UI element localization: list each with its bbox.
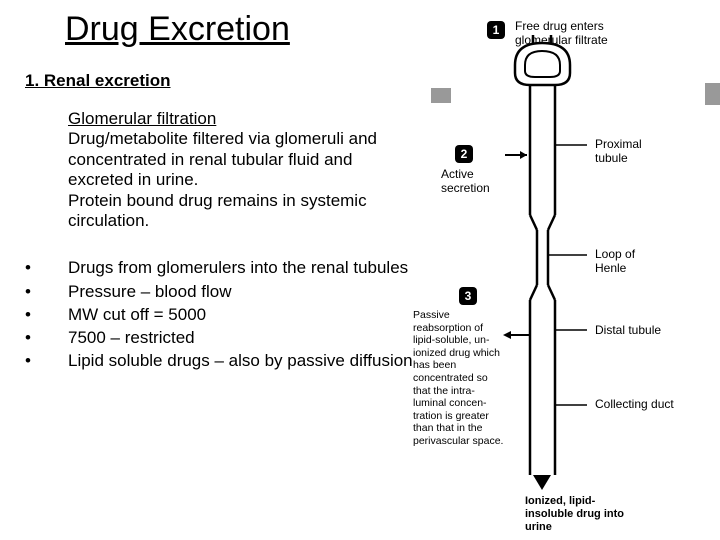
scan-artifact [431,88,451,103]
bullet-marker: • [25,350,68,371]
proximal-tubule-label: Proximal tubule [595,137,665,166]
bullet-marker: • [25,327,68,348]
nephron-diagram: 1 Free drug enters glomerular filtrate 2… [425,15,720,540]
bullet-text: 7500 – restricted [68,327,425,348]
bullet-marker: • [25,304,68,325]
list-item: • Lipid soluble drugs – also by passive … [25,350,425,371]
bullet-marker: • [25,281,68,302]
text-column: Drug Excretion 1. Renal excretion Glomer… [0,0,425,540]
paragraph-line-1: Drug/metabolite filtered via glomeruli a… [68,129,377,189]
collecting-duct-label: Collecting duct [595,397,675,411]
paragraph-line-2: Protein bound drug remains in systemic c… [68,191,367,230]
bullet-text: Lipid soluble drugs – also by passive di… [68,350,425,371]
loop-of-henle-label: Loop of Henle [595,247,665,276]
step-2-number: 2 [455,145,473,163]
list-item: • Pressure – blood flow [25,281,425,302]
bottom-caption: Ionized, lipid-insoluble drug into urine [525,495,635,535]
tubule-icon [495,35,590,515]
step-1-number: 1 [487,21,505,39]
diagram-column: 1 Free drug enters glomerular filtrate 2… [425,0,720,540]
section-subtitle: 1. Renal excretion [25,71,425,91]
list-item: • 7500 – restricted [25,327,425,348]
distal-tubule-label: Distal tubule [595,323,665,337]
bullet-marker: • [25,257,68,278]
list-item: • MW cut off = 5000 [25,304,425,325]
step-1-label: Free drug enters glomerular filtrate [515,19,645,48]
list-item: • Drugs from glomerulers into the renal … [25,257,425,278]
step-3-label: Passive reabsorption of lipid-soluble, u… [413,309,508,448]
paragraph-block: Glomerular filtration Drug/metabolite fi… [68,109,415,231]
scan-artifact [705,83,720,105]
bullet-text: MW cut off = 5000 [68,304,425,325]
bullet-list: • Drugs from glomerulers into the renal … [25,257,425,371]
bullet-text: Pressure – blood flow [68,281,425,302]
bullet-text: Drugs from glomerulers into the renal tu… [68,257,425,278]
glomerular-heading: Glomerular filtration [68,109,216,128]
step-3-number: 3 [459,287,477,305]
page-title: Drug Excretion [65,10,425,49]
step-2-label: Active secretion [441,167,501,196]
